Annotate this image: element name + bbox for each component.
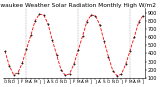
- Title: Milwaukee Weather Solar Radiation Monthly High W/m2: Milwaukee Weather Solar Radiation Monthl…: [0, 3, 156, 8]
